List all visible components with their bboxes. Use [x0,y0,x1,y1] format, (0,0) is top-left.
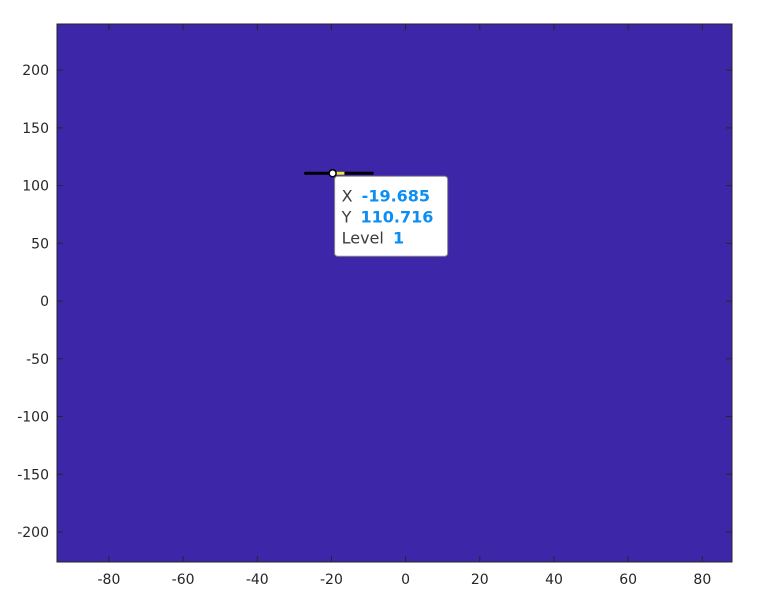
tick-marks [57,24,732,562]
datatip-marker[interactable] [328,169,337,178]
datatip: X -19.685 Y 110.716 Level 1 [334,175,449,257]
datatip-x-label: X [342,186,353,205]
x-tick-labels: -80 -60 -40 -20 0 20 40 60 80 [97,572,711,588]
datatip-box [334,175,449,257]
y-tick-label: 150 [22,121,49,137]
datatip-x-value: -19.685 [362,186,430,205]
x-tick-label: 60 [619,572,637,588]
datatip-level-row: Level 1 [342,228,404,247]
x-tick-label: -60 [172,572,195,588]
y-tick-label: 50 [31,236,49,252]
y-tick-label: 200 [22,63,49,79]
x-tick-label: -40 [246,572,269,588]
datatip-x-row: X -19.685 [342,186,430,205]
y-tick-label: 0 [40,294,49,310]
datatip-level-label: Level [342,228,384,247]
x-tick-label: -80 [97,572,120,588]
y-tick-label: -100 [17,410,49,426]
datatip-y-row: Y 110.716 [341,207,434,226]
y-tick-label: -50 [26,352,49,368]
y-tick-label: -200 [17,525,49,541]
x-tick-label: -20 [320,572,343,588]
y-tick-label: 100 [22,179,49,195]
datatip-level-value: 1 [393,228,404,247]
datatip-y-label: Y [341,207,352,226]
datatip-y-value: 110.716 [360,207,433,226]
y-tick-label: -150 [17,467,49,483]
x-tick-label: 20 [471,572,489,588]
y-tick-labels: -200 -150 -100 -50 0 50 100 150 200 [17,63,49,541]
axes-frame [56,23,733,563]
x-tick-label: 40 [545,572,563,588]
x-tick-label: 0 [401,572,410,588]
x-tick-label: 80 [693,572,711,588]
axes-background [57,24,732,562]
